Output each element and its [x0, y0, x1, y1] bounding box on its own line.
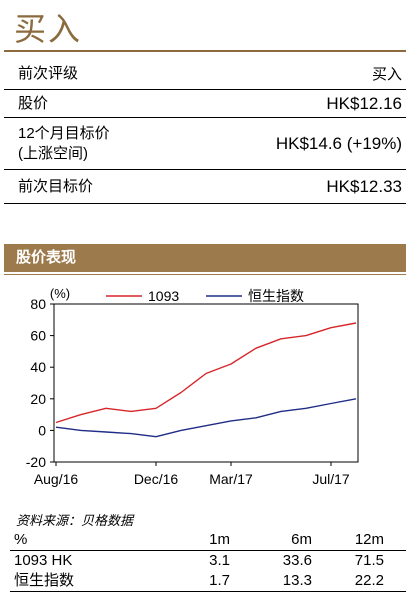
source-note: 资料来源：贝格数据	[16, 513, 134, 528]
previous-target-value: HK$12.33	[326, 176, 402, 196]
y-tick-label: 0	[38, 422, 46, 438]
table-cell: 33.6	[282, 552, 312, 569]
target-price-label: 12个月目标价	[18, 124, 110, 142]
y-tick-label: 60	[30, 328, 46, 344]
previous-rating-value: 买入	[371, 66, 402, 83]
x-tick-label: Jul/17	[312, 471, 350, 487]
info-row-previous-rating: 前次评级 买入	[4, 58, 406, 90]
y-tick-label: -20	[26, 454, 46, 470]
table-cell: 1.7	[209, 572, 230, 589]
header-cell: %	[14, 531, 28, 548]
upside-label: (上涨空间)	[18, 144, 88, 162]
table-row: 1093 HK 3.1 33.6 71.5	[10, 551, 406, 571]
info-row-target-price: 12个月目标价 (上涨空间) HK$14.6 (+19%)	[4, 118, 406, 170]
table-cell: 22.2	[354, 572, 384, 589]
y-tick-label: 40	[30, 359, 46, 375]
price-performance-chart: 80 60 40 20 0 -20 (%) Aug/16 Dec/16 Mar/17 Jul/17 1…	[26, 286, 359, 487]
info-row-previous-target: 前次目标价 HK$12.33	[4, 170, 406, 204]
legend-label: 恒生指数	[248, 288, 304, 304]
table-cell: 71.5	[354, 552, 384, 569]
plot-frame	[53, 303, 359, 463]
x-tick-label: Dec/16	[134, 471, 179, 487]
share-price-value: HK$12.16	[326, 93, 402, 113]
legend-label: 1093	[148, 288, 179, 304]
series-line-1093	[55, 322, 357, 424]
section-title: 股价表现	[4, 244, 406, 272]
performance-table: % 1m 6m 12m 1093 HK 3.1 33.6 71.5 恒生指数 1…	[10, 530, 406, 592]
x-tick-label: Mar/17	[209, 471, 253, 487]
table-cell: 恒生指数	[14, 572, 75, 589]
x-tick-label: Aug/16	[34, 471, 79, 487]
table-row: 恒生指数 1.7 13.3 22.2	[10, 571, 406, 592]
y-axis-label: (%)	[50, 286, 70, 301]
target-price-label-group: 12个月目标价 (上涨空间)	[18, 124, 110, 164]
previous-rating-label: 前次评级	[18, 64, 79, 82]
table-cell: 3.1	[209, 552, 230, 569]
performance-header-row: % 1m 6m 12m	[10, 530, 406, 551]
header-cell: 6m	[291, 531, 312, 548]
info-row-share-price: 股价 HK$12.16	[4, 90, 406, 118]
header-cell: 1m	[209, 531, 230, 548]
share-price-label: 股价	[18, 94, 49, 112]
section-rule	[4, 274, 406, 275]
top-rule	[4, 50, 406, 52]
rating-title: 买入	[14, 10, 83, 48]
target-price-value: HK$14.6 (+19%)	[275, 133, 402, 153]
y-tick-label: 80	[30, 296, 46, 312]
table-cell: 13.3	[282, 572, 312, 589]
table-cell: 1093 HK	[14, 552, 73, 569]
info-table: 前次评级 买入 股价 HK$12.16 12个月目标价 (上涨空间) HK$14…	[4, 58, 406, 204]
y-tick-label: 20	[30, 391, 46, 407]
header-cell: 12m	[354, 531, 384, 548]
series-line-hsi	[55, 398, 357, 438]
previous-target-label: 前次目标价	[18, 177, 94, 195]
